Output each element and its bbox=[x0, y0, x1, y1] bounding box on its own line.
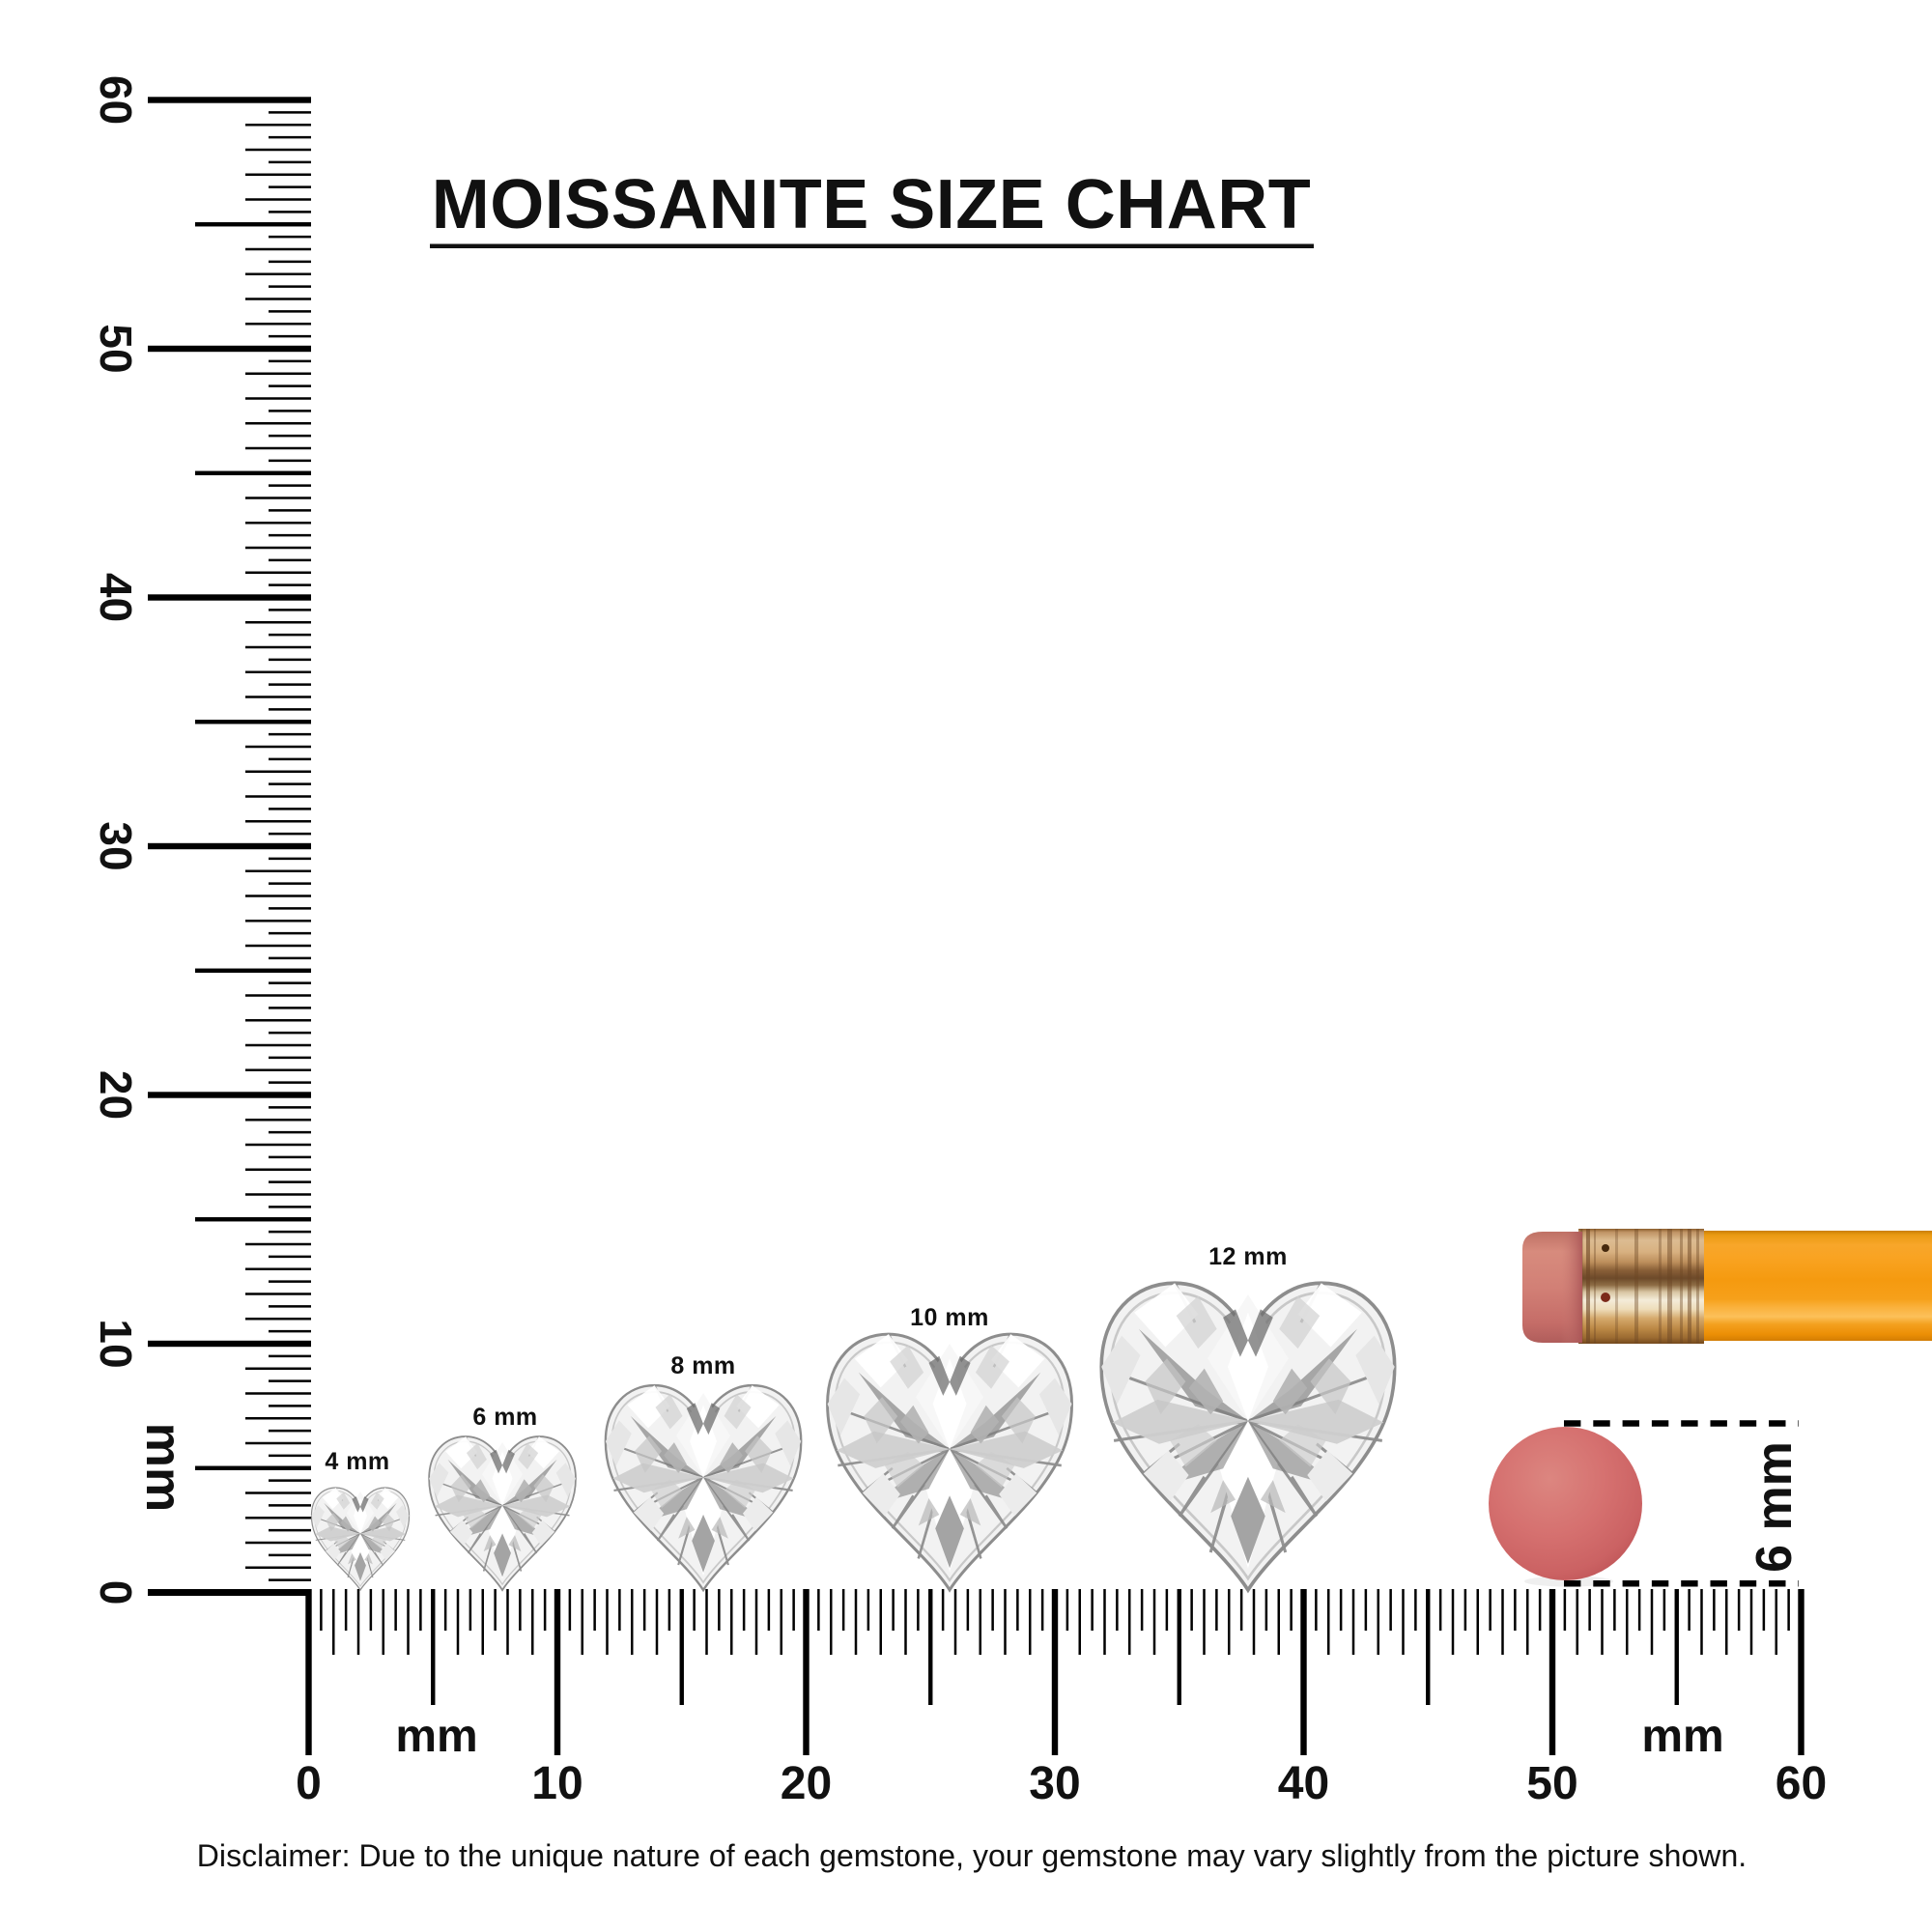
svg-text:mm: mm bbox=[135, 1423, 191, 1512]
svg-text:10: 10 bbox=[91, 1319, 141, 1368]
svg-text:50: 50 bbox=[1526, 1758, 1577, 1809]
svg-text:60: 60 bbox=[91, 75, 141, 125]
svg-text:MOISSANITE SIZE CHART: MOISSANITE SIZE CHART bbox=[432, 166, 1312, 243]
svg-text:40: 40 bbox=[91, 573, 141, 622]
svg-text:8 mm: 8 mm bbox=[670, 1352, 735, 1379]
svg-text:40: 40 bbox=[1278, 1758, 1329, 1809]
svg-text:4 mm: 4 mm bbox=[325, 1448, 389, 1475]
svg-text:60: 60 bbox=[1776, 1758, 1827, 1809]
svg-text:10 mm: 10 mm bbox=[910, 1304, 989, 1331]
svg-text:mm: mm bbox=[1641, 1711, 1723, 1762]
svg-text:6 mm: 6 mm bbox=[1747, 1441, 1803, 1573]
svg-text:50: 50 bbox=[91, 324, 141, 373]
svg-text:30: 30 bbox=[91, 821, 141, 870]
svg-text:mm: mm bbox=[395, 1711, 477, 1762]
svg-text:0: 0 bbox=[296, 1758, 322, 1809]
svg-text:20: 20 bbox=[91, 1070, 141, 1120]
svg-text:6 mm: 6 mm bbox=[472, 1404, 537, 1431]
svg-text:20: 20 bbox=[781, 1758, 832, 1809]
svg-text:10: 10 bbox=[531, 1758, 582, 1809]
svg-text:0: 0 bbox=[91, 1580, 141, 1605]
svg-text:Disclaimer: Due to the unique: Disclaimer: Due to the unique nature of … bbox=[197, 1838, 1747, 1873]
svg-text:12 mm: 12 mm bbox=[1208, 1243, 1288, 1270]
svg-text:30: 30 bbox=[1029, 1758, 1080, 1809]
